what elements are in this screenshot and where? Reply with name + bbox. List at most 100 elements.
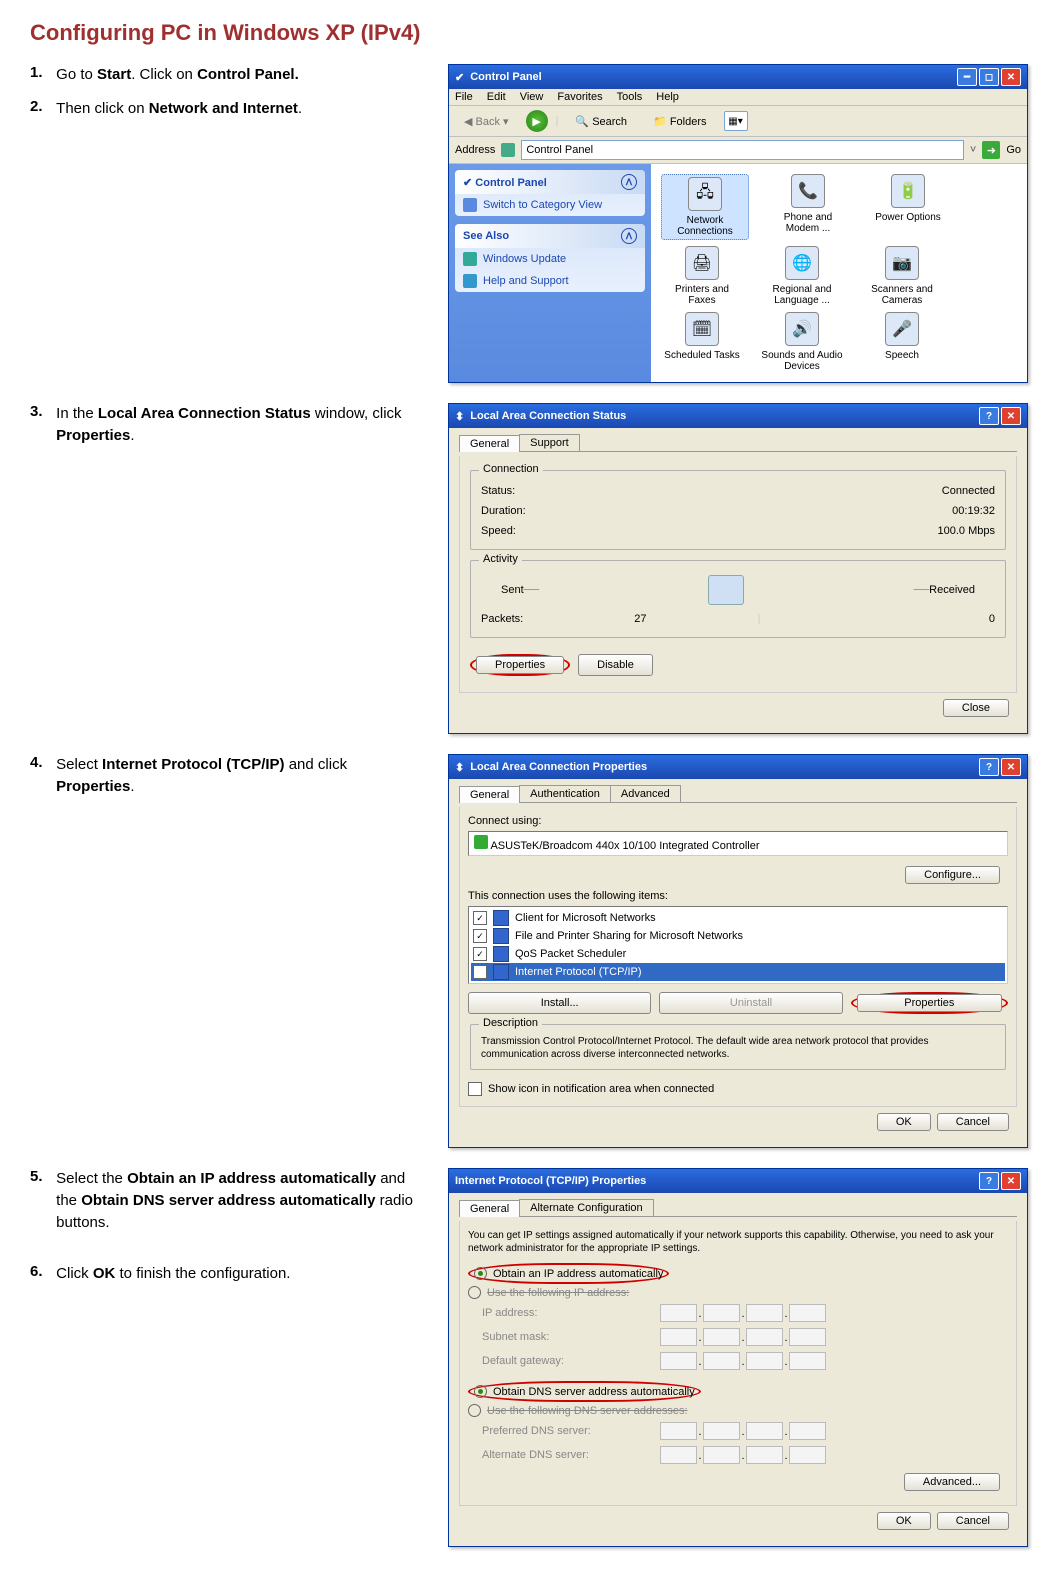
tab-alternate[interactable]: Alternate Configuration <box>519 1199 654 1216</box>
sidebar: ✔ Control Panelᐱ Switch to Category View… <box>449 164 651 382</box>
tab-general[interactable]: General <box>459 1200 520 1217</box>
windows-update-link[interactable]: Windows Update <box>455 248 645 270</box>
checkbox-icon[interactable] <box>468 1082 482 1096</box>
help-support-link[interactable]: Help and Support <box>455 270 645 292</box>
cp-icon-item[interactable]: 📷 Scanners and Cameras <box>861 246 943 306</box>
cp-icon-item[interactable]: 🎤Speech <box>861 312 943 372</box>
cp-item-label: Speech <box>861 350 943 361</box>
folders-button[interactable]: 📁 Folders <box>644 112 715 131</box>
step-text: Select Internet Protocol (TCP/IP) and cl… <box>56 754 416 798</box>
close-button[interactable]: ✕ <box>1001 758 1021 776</box>
search-button[interactable]: 🔍 Search <box>566 112 636 131</box>
component-properties-button[interactable]: Properties <box>857 994 1002 1012</box>
radio-auto-dns[interactable] <box>474 1385 487 1398</box>
checkbox-icon[interactable]: ✓ <box>473 929 487 943</box>
close-button[interactable]: ✕ <box>1001 1172 1021 1190</box>
tab-support[interactable]: Support <box>519 434 580 451</box>
list-item[interactable]: Client for Microsoft Networks <box>515 912 656 924</box>
switch-category-view[interactable]: Switch to Category View <box>455 194 645 216</box>
forward-button[interactable]: ▶ <box>526 110 548 132</box>
cancel-button[interactable]: Cancel <box>937 1512 1009 1530</box>
step-2-text-b: . <box>298 100 302 117</box>
step-2-text-a: Then click on <box>56 100 149 117</box>
menu-favorites[interactable]: Favorites <box>557 91 602 103</box>
step-6-text-a: Click <box>56 1265 93 1282</box>
cp-item-label: Scanners and Cameras <box>861 284 943 306</box>
cp-icon-item[interactable]: 🌐Regional and Language ... <box>761 246 843 306</box>
help-button[interactable]: ? <box>979 1172 999 1190</box>
tab-advanced[interactable]: Advanced <box>610 785 681 802</box>
views-button[interactable]: ▦▾ <box>724 111 748 131</box>
pref-dns-input: ... <box>660 1422 826 1440</box>
titlebar[interactable]: ⬍Local Area Connection Properties ? ✕ <box>449 755 1027 779</box>
menu-edit[interactable]: Edit <box>487 91 506 103</box>
menubar: File Edit View Favorites Tools Help <box>449 89 1027 106</box>
radio-use-ip[interactable] <box>468 1286 481 1299</box>
cp-icon-item[interactable]: 📞Phone and Modem ... <box>767 174 849 240</box>
cancel-button[interactable]: Cancel <box>937 1113 1009 1131</box>
cp-icon-item[interactable]: 🗓Scheduled Tasks <box>661 312 743 372</box>
checkbox-icon[interactable]: ✓ <box>473 965 487 979</box>
cp-icon-item[interactable]: 🖨Printers and Faxes <box>661 246 743 306</box>
component-icon <box>493 928 509 944</box>
activity-icon <box>708 575 744 605</box>
close-button[interactable]: ✕ <box>1001 407 1021 425</box>
close-status-button[interactable]: Close <box>943 699 1009 717</box>
titlebar[interactable]: ⬍Local Area Connection Status ? ✕ <box>449 404 1027 428</box>
step-6-bold-1: OK <box>93 1265 116 1282</box>
highlight-oval: Obtain DNS server address automatically <box>468 1381 701 1402</box>
packets-sent: 27 <box>523 613 757 625</box>
properties-button[interactable]: Properties <box>476 656 564 674</box>
checkbox-icon[interactable]: ✓ <box>473 911 487 925</box>
configure-button[interactable]: Configure... <box>905 866 1000 884</box>
cp-item-label: Power Options <box>867 212 949 223</box>
radio-auto-ip[interactable] <box>474 1267 487 1280</box>
advanced-button[interactable]: Advanced... <box>904 1473 1000 1491</box>
minimize-button[interactable]: ━ <box>957 68 977 86</box>
packets-received: 0 <box>761 613 995 625</box>
ok-button[interactable]: OK <box>877 1512 931 1530</box>
packets-label: Packets: <box>481 613 523 625</box>
received-label: Received <box>929 584 975 596</box>
menu-tools[interactable]: Tools <box>617 91 643 103</box>
close-button[interactable]: ✕ <box>1001 68 1021 86</box>
cp-item-icon: 📷 <box>885 246 919 280</box>
titlebar[interactable]: Internet Protocol (TCP/IP) Properties ? … <box>449 1169 1027 1193</box>
menu-view[interactable]: View <box>520 91 544 103</box>
radio-use-dns[interactable] <box>468 1404 481 1417</box>
list-item[interactable]: QoS Packet Scheduler <box>515 948 626 960</box>
cp-icon-item[interactable]: 🖧Network Connections <box>661 174 749 240</box>
go-button[interactable]: ➜ <box>982 141 1000 159</box>
step-5-bold-1: Obtain an IP address automatically <box>127 1170 376 1187</box>
tab-general[interactable]: General <box>459 786 520 803</box>
collapse-icon[interactable]: ᐱ <box>621 174 637 190</box>
cp-icon-item[interactable]: 🔋Power Options <box>867 174 949 240</box>
install-button[interactable]: Install... <box>468 992 651 1014</box>
cp-item-icon: 🌐 <box>785 246 819 280</box>
ok-button[interactable]: OK <box>877 1113 931 1131</box>
help-button[interactable]: ? <box>979 758 999 776</box>
tab-general[interactable]: General <box>459 435 520 452</box>
titlebar[interactable]: ✔Control Panel ━ ◻ ✕ <box>449 65 1027 89</box>
address-input[interactable] <box>521 140 964 160</box>
list-item[interactable]: File and Printer Sharing for Microsoft N… <box>515 930 743 942</box>
help-button[interactable]: ? <box>979 407 999 425</box>
alt-dns-label: Alternate DNS server: <box>482 1449 652 1461</box>
tab-authentication[interactable]: Authentication <box>519 785 611 802</box>
menu-file[interactable]: File <box>455 91 473 103</box>
list-item[interactable]: Internet Protocol (TCP/IP) <box>515 966 642 978</box>
uninstall-button: Uninstall <box>659 992 842 1014</box>
maximize-button[interactable]: ◻ <box>979 68 999 86</box>
cp-icon-item[interactable]: 🔊Sounds and Audio Devices <box>761 312 843 372</box>
step-4-bold-1: Internet Protocol (TCP/IP) <box>102 756 285 773</box>
menu-help[interactable]: Help <box>656 91 679 103</box>
collapse-icon[interactable]: ᐱ <box>621 228 637 244</box>
components-list[interactable]: ✓ Client for Microsoft Networks ✓ File and… <box>468 906 1008 984</box>
connect-using-label: Connect using: <box>468 815 1008 827</box>
back-button[interactable]: ◀ Back ▾ <box>455 112 518 131</box>
checkbox-icon[interactable]: ✓ <box>473 947 487 961</box>
step-4-text-c: . <box>130 778 134 795</box>
disable-button[interactable]: Disable <box>578 654 653 676</box>
step-3-text-c: . <box>130 427 134 444</box>
radio-auto-ip-label: Obtain an IP address automatically <box>493 1268 663 1280</box>
